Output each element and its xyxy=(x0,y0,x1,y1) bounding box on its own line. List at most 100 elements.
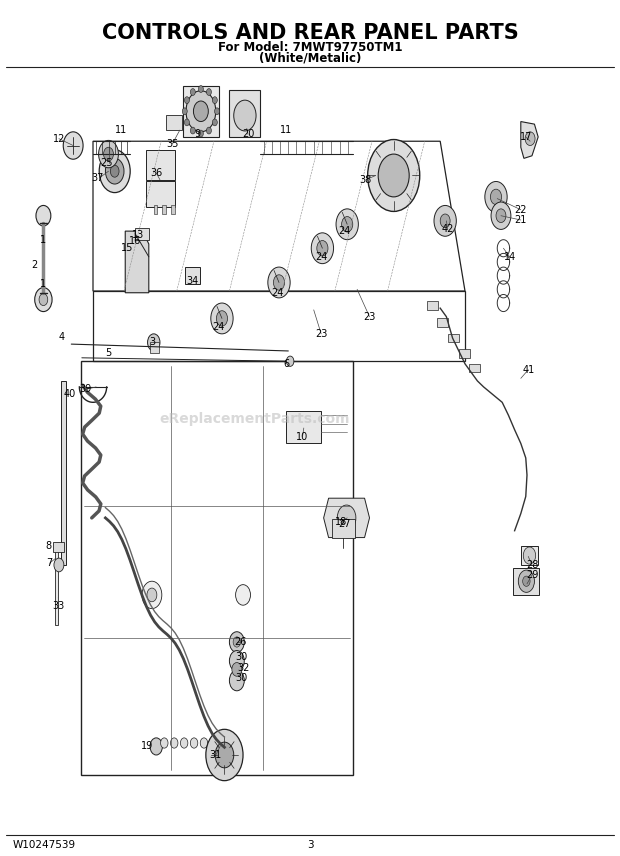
Text: 22: 22 xyxy=(515,205,527,215)
Text: 29: 29 xyxy=(526,570,538,580)
Circle shape xyxy=(273,275,285,290)
Bar xyxy=(154,205,157,214)
Text: 3: 3 xyxy=(307,840,313,850)
Text: 13: 13 xyxy=(131,229,144,240)
Text: 24: 24 xyxy=(212,322,224,332)
Text: For Model: 7MWT97750TM1: For Model: 7MWT97750TM1 xyxy=(218,41,402,55)
Polygon shape xyxy=(324,498,370,538)
Circle shape xyxy=(220,738,228,748)
Circle shape xyxy=(182,108,187,115)
Circle shape xyxy=(104,147,113,161)
Polygon shape xyxy=(125,231,149,293)
Text: 35: 35 xyxy=(166,139,179,149)
Text: 18: 18 xyxy=(335,517,347,527)
Circle shape xyxy=(268,267,290,298)
Text: 4: 4 xyxy=(59,332,65,342)
Text: 40: 40 xyxy=(63,389,76,399)
Circle shape xyxy=(525,132,535,146)
Bar xyxy=(166,115,182,130)
Circle shape xyxy=(211,303,233,334)
Text: 2: 2 xyxy=(31,260,37,270)
Circle shape xyxy=(440,214,450,228)
Circle shape xyxy=(233,637,241,647)
Circle shape xyxy=(234,100,256,131)
Circle shape xyxy=(368,140,420,211)
Text: 24: 24 xyxy=(315,252,327,262)
Circle shape xyxy=(215,108,219,115)
Text: 14: 14 xyxy=(503,252,516,262)
Circle shape xyxy=(496,209,506,223)
Circle shape xyxy=(523,547,536,564)
Circle shape xyxy=(286,356,294,366)
Text: 1: 1 xyxy=(40,279,46,289)
Text: 1: 1 xyxy=(40,235,46,245)
Circle shape xyxy=(186,91,216,132)
Circle shape xyxy=(142,581,162,609)
Circle shape xyxy=(378,154,409,197)
Circle shape xyxy=(200,738,208,748)
Circle shape xyxy=(190,128,195,134)
Circle shape xyxy=(232,663,242,676)
Circle shape xyxy=(216,311,228,326)
Text: 3: 3 xyxy=(149,337,155,348)
Text: 26: 26 xyxy=(234,637,247,647)
Bar xyxy=(427,301,438,310)
Circle shape xyxy=(215,742,234,768)
Text: 39: 39 xyxy=(79,384,92,395)
Circle shape xyxy=(99,140,118,168)
Circle shape xyxy=(184,119,189,126)
Circle shape xyxy=(190,88,195,95)
Text: 9: 9 xyxy=(194,129,200,140)
Circle shape xyxy=(150,738,162,755)
Circle shape xyxy=(229,670,244,691)
Bar xyxy=(135,228,149,240)
Text: 11: 11 xyxy=(280,125,293,135)
Text: 23: 23 xyxy=(315,329,327,339)
Bar xyxy=(81,361,353,775)
Circle shape xyxy=(210,738,218,748)
Text: 24: 24 xyxy=(272,288,284,298)
Text: eReplacementParts.com: eReplacementParts.com xyxy=(159,413,350,426)
Text: 19: 19 xyxy=(141,741,154,752)
Bar xyxy=(183,86,219,137)
Circle shape xyxy=(63,132,83,159)
Circle shape xyxy=(161,738,168,748)
Circle shape xyxy=(229,632,244,652)
Circle shape xyxy=(190,738,198,748)
Circle shape xyxy=(184,97,189,104)
Text: 34: 34 xyxy=(186,276,198,286)
Bar xyxy=(229,90,260,137)
Text: 25: 25 xyxy=(100,158,113,168)
Bar xyxy=(521,546,538,565)
Circle shape xyxy=(337,505,356,531)
Text: 21: 21 xyxy=(515,215,527,225)
Bar xyxy=(513,568,539,595)
Bar xyxy=(437,318,448,327)
Circle shape xyxy=(193,101,208,122)
Circle shape xyxy=(36,205,51,226)
Circle shape xyxy=(206,729,243,781)
Circle shape xyxy=(434,205,456,236)
Circle shape xyxy=(54,558,64,572)
Circle shape xyxy=(229,651,244,671)
Text: 11: 11 xyxy=(115,125,127,135)
Circle shape xyxy=(206,128,211,134)
Text: 20: 20 xyxy=(242,129,254,140)
Bar xyxy=(469,364,480,372)
Text: 23: 23 xyxy=(363,312,376,322)
Text: W10247539: W10247539 xyxy=(12,840,76,850)
Circle shape xyxy=(170,738,178,748)
Text: 24: 24 xyxy=(338,226,350,236)
Circle shape xyxy=(110,165,119,177)
Bar xyxy=(146,181,175,207)
Circle shape xyxy=(342,217,353,232)
Circle shape xyxy=(213,119,218,126)
Bar xyxy=(61,381,66,565)
Circle shape xyxy=(105,158,124,184)
Text: 41: 41 xyxy=(522,365,534,375)
Bar xyxy=(459,349,470,358)
Circle shape xyxy=(180,738,188,748)
Text: 17: 17 xyxy=(520,132,532,142)
Text: 38: 38 xyxy=(360,175,372,185)
Circle shape xyxy=(491,202,511,229)
